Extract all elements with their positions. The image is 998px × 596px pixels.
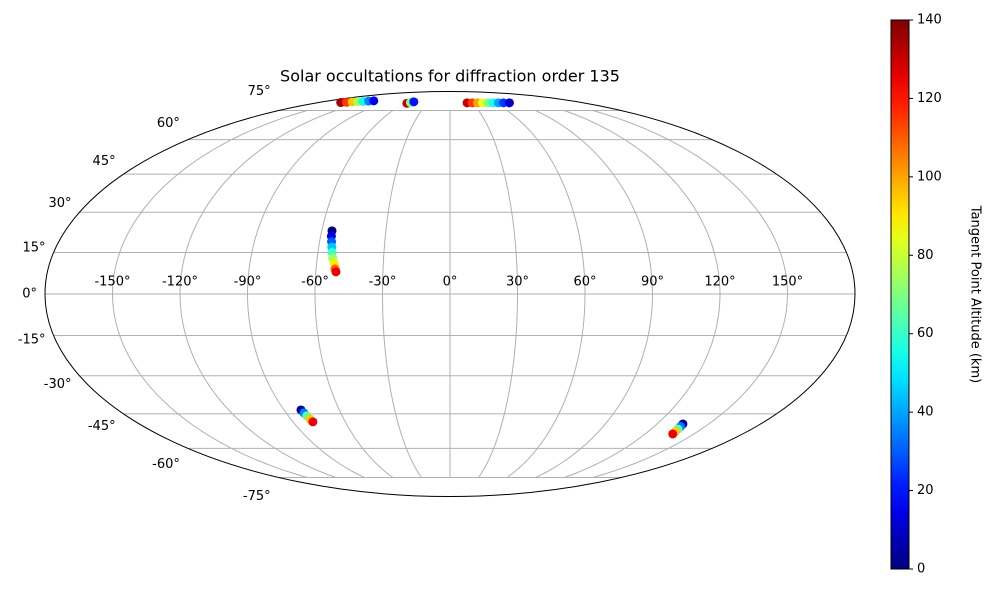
colorbar-tick-label: 140 [917,13,942,28]
y-tick-label: -45° [88,419,116,434]
grid-line [506,110,586,478]
data-point [369,96,379,106]
colorbar-tick-label: 60 [917,326,934,341]
x-tick-label: -90° [234,275,262,290]
grid-line [564,110,721,478]
y-tick-label: -30° [44,377,72,392]
y-tick-label: -15° [18,332,46,347]
x-tick-label: 60° [573,275,596,290]
x-tick-label: 150° [772,275,803,290]
y-tick-label: -60° [152,457,180,472]
x-tick-label: -120° [162,275,198,290]
colorbar [890,19,910,570]
map-boundary [44,91,856,497]
data-point [308,417,318,427]
y-tick-label: 30° [48,196,71,211]
data-point [504,98,514,108]
x-tick-label: 30° [506,275,529,290]
grid-line [314,110,394,478]
colorbar-tick-label: 40 [917,405,934,420]
colorbar-tick-label: 100 [917,169,942,184]
data-point [331,267,341,277]
x-tick-label: 90° [641,275,664,290]
grid-line [179,110,336,478]
chart-title: Solar occultations for diffraction order… [280,67,620,86]
colorbar-tick-label: 120 [917,91,942,106]
grid-line [246,110,365,478]
colorbar-tick-label: 0 [917,562,925,577]
y-tick-label: 75° [248,84,271,99]
x-tick-label: 120° [704,275,735,290]
y-tick-label: 15° [23,241,46,256]
y-tick-label: 45° [93,154,116,169]
colorbar-tick-label: 80 [917,248,934,263]
y-tick-label: 60° [157,116,180,131]
grid-line [535,110,654,478]
data-point [668,429,678,439]
x-tick-label: -60° [301,275,329,290]
x-tick-label: -150° [94,275,130,290]
y-tick-label: 0° [22,287,37,302]
colorbar-tick-label: 20 [917,483,934,498]
grid-line [111,110,308,478]
colorbar-label: Tangent Point Altitude (km) [968,205,983,383]
y-tick-label: -75° [243,489,271,504]
x-tick-label: -30° [369,275,397,290]
x-tick-label: 0° [443,275,458,290]
data-point [409,97,419,107]
grid-line [592,110,789,478]
grid-line [381,110,422,478]
grid-line [478,110,519,478]
